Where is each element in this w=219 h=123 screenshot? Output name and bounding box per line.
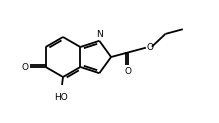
Text: N: N [96, 30, 103, 39]
Text: O: O [125, 67, 132, 76]
Text: O: O [22, 62, 29, 71]
Text: HO: HO [54, 93, 68, 102]
Text: O: O [147, 43, 154, 52]
